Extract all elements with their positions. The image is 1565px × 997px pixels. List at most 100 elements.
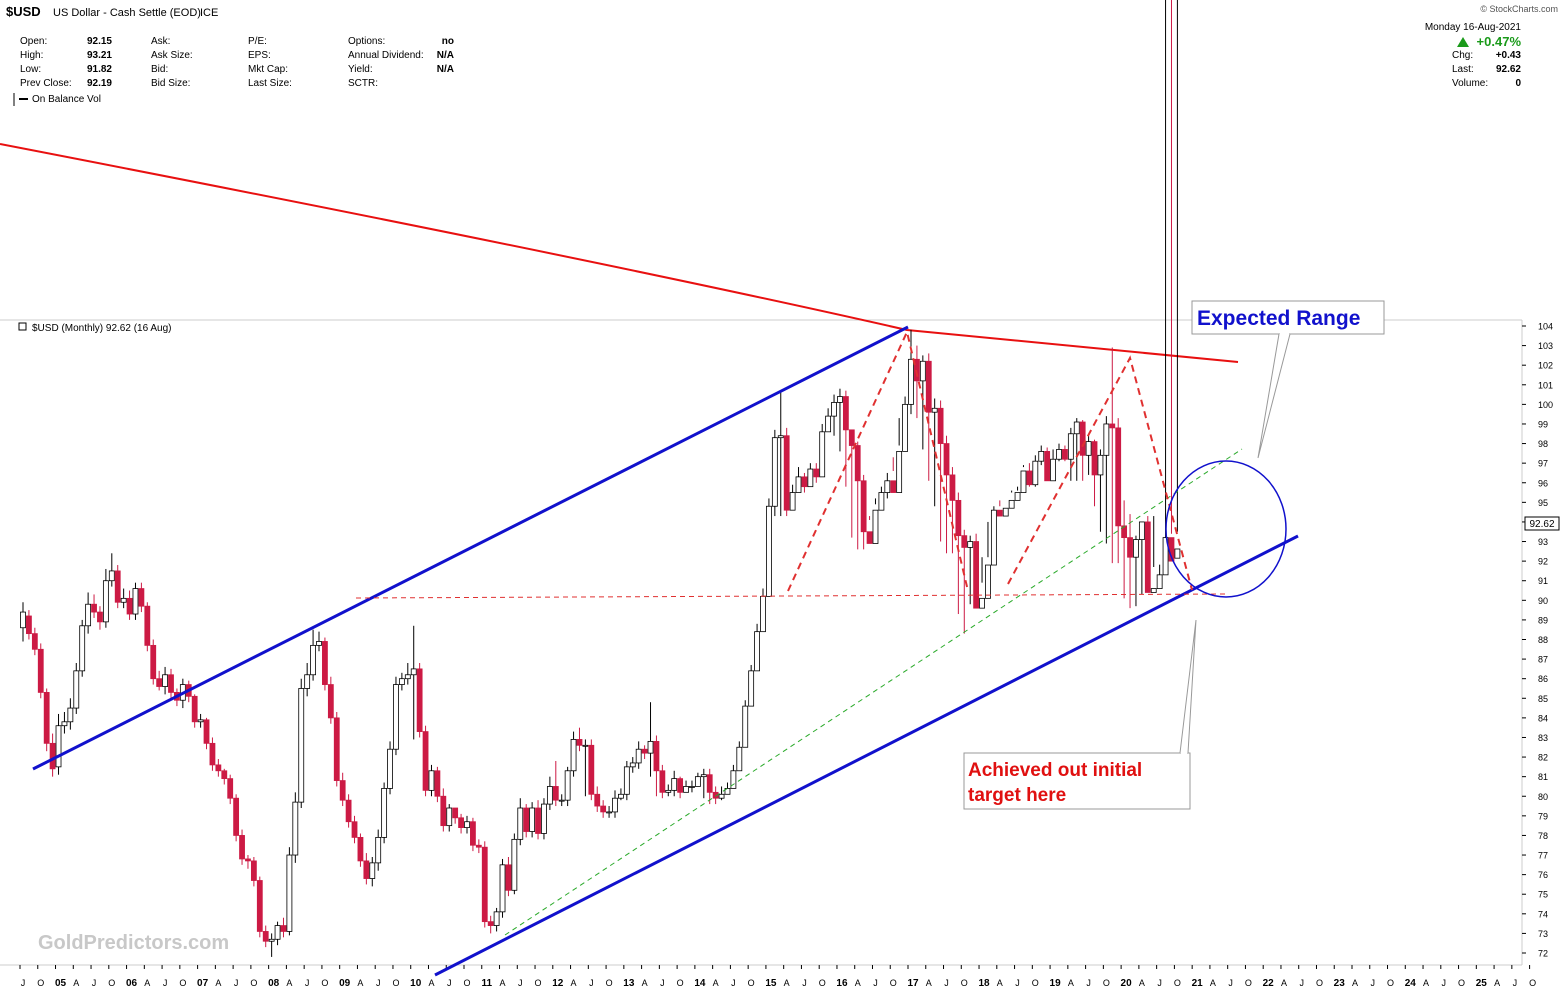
candle-body [1002,507,1009,517]
x-tick-label: O [1103,978,1110,988]
x-tick-label: 19 [1050,978,1062,989]
candle-body [1067,433,1074,460]
y-tick-label: 90 [1538,596,1548,606]
watermark: GoldPredictors.com [38,932,229,954]
candle-body [961,535,968,548]
stat-value: N/A [437,64,454,75]
candle-body [286,854,293,932]
candle-body [1144,521,1151,593]
candle-body [552,786,559,801]
target-label-line2: target here [968,785,1066,806]
candle-body [369,862,376,879]
stat-label: Prev Close: [20,78,72,89]
x-tick-label: A [571,978,577,988]
y-tick-label: 91 [1538,576,1548,586]
y-tick-label: 72 [1538,949,1548,959]
stat-label: Chg: [1452,50,1473,61]
candle-body [221,770,228,780]
candle-body [256,880,263,932]
candle-body [404,674,411,680]
candle-body [310,644,316,676]
stat-value: 91.82 [87,64,112,75]
candle-body [410,668,417,676]
candle-body [31,633,38,650]
candle-body [351,821,358,838]
candle-body [91,603,97,613]
candle-body [842,396,849,431]
change-percent: +0.47% [1477,34,1522,49]
x-tick-label: O [1387,978,1394,988]
candle-body [878,492,885,511]
x-tick-label: A [1281,978,1287,988]
upper-channel-line [32,325,909,771]
candle-body [570,739,577,772]
candle-body [872,509,879,544]
x-tick-label: 17 [907,978,919,989]
x-tick-label: J [518,978,523,988]
x-tick-label: O [1458,978,1465,988]
candle-body [848,429,855,446]
y-tick-label: 93 [1538,537,1548,547]
stat-label: Open: [20,36,47,47]
candle-body [487,921,494,926]
candle-body [712,791,719,799]
x-tick-label: J [873,978,878,988]
candle-body [339,780,346,801]
candle-body [458,817,464,828]
x-tick-label: A [357,978,363,988]
candle-body [967,541,974,548]
x-tick-label: 13 [623,978,635,989]
candle-body [43,692,50,744]
candle-body [529,807,536,832]
x-tick-label: 24 [1405,978,1417,989]
x-tick-label: J [163,978,168,988]
candle-body [434,770,441,797]
header: $USD US Dollar - Cash Settle (EOD) ICE ©… [6,4,1558,106]
candle-body [641,748,648,754]
candle-body [564,770,571,801]
x-tick-label: 11 [481,978,492,989]
candle-body [724,788,731,795]
candle-body [262,931,269,942]
candle-body [612,797,618,813]
stat-value: no [442,36,454,47]
stat-label: EPS: [248,50,271,61]
candle-body [789,492,796,511]
x-tick-label: A [1352,978,1358,988]
candle-body [1097,454,1104,476]
up-arrow-icon [1457,37,1469,47]
candle-body [67,707,74,723]
x-tick-label: J [1299,978,1304,988]
y-tick-label: 101 [1538,380,1553,390]
x-tick-label: J [376,978,381,988]
x-tick-label: A [1139,978,1145,988]
right-peak-pattern [1007,355,1193,591]
candle-body [481,846,488,923]
x-tick-label: O [37,978,44,988]
candle-body [890,480,897,493]
x-tick-label: 23 [1334,978,1346,989]
x-tick-label: J [1228,978,1233,988]
y-tick-label: 92 [1538,557,1548,567]
y-tick-label: 74 [1538,909,1548,919]
candle-body [393,684,399,750]
x-tick-label: O [463,978,470,988]
candle-body [375,836,382,864]
candles [20,0,1181,957]
x-tick-label: A [1068,978,1074,988]
stat-label: Volume: [1452,78,1488,89]
candle-body [446,807,453,827]
candle-body [1162,537,1169,576]
candle-body [819,431,826,478]
candle-body [825,415,832,433]
x-tick-label: A [144,978,150,988]
x-tick-label: A [926,978,932,988]
stat-value: 92.62 [1496,64,1521,75]
candle-body [197,719,204,723]
y-tick-label: 84 [1538,713,1548,723]
candle-body [505,864,512,891]
y-tick-label: 86 [1538,674,1548,684]
x-tick-label: O [1174,978,1181,988]
